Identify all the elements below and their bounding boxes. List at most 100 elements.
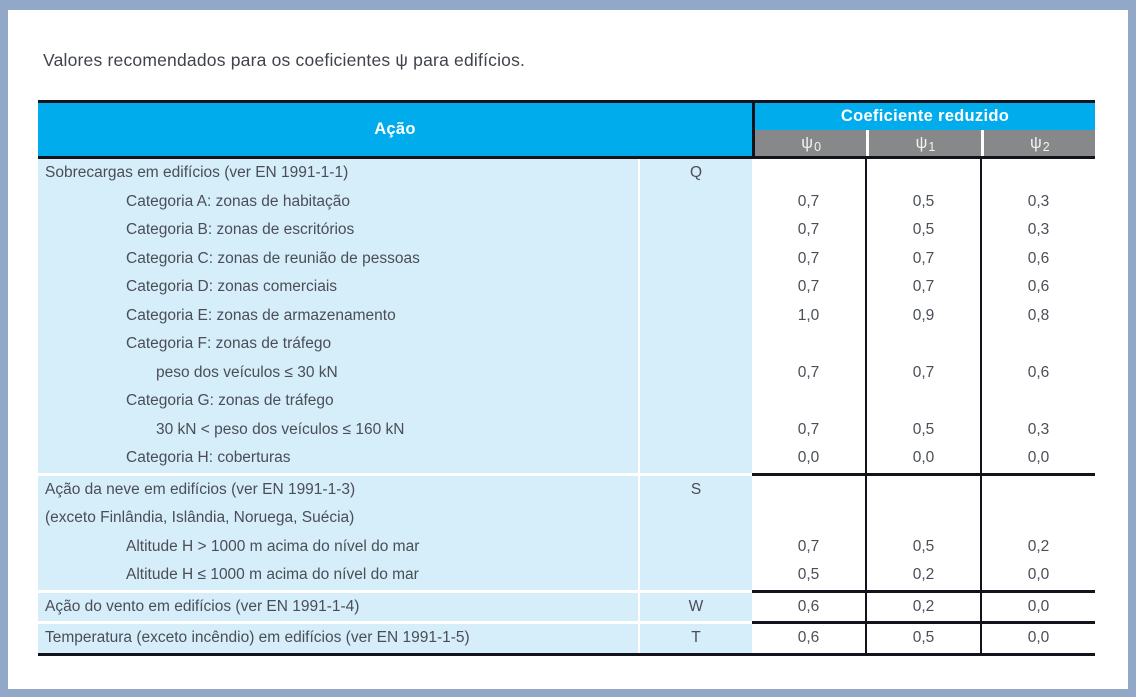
table-row: Categoria G: zonas de tráfego	[38, 387, 1095, 416]
psi0-value-cell: 1,0	[752, 301, 865, 330]
psi1-value-cell: 0,5	[865, 532, 980, 561]
symbol-cell	[640, 273, 752, 302]
psi0-value-cell: 0,7	[752, 273, 865, 302]
psi2-value-cell	[980, 475, 1095, 504]
psi0-value-cell: 0,7	[752, 415, 865, 444]
symbol-cell: T	[640, 624, 752, 653]
psi0-value-cell: 0,7	[752, 532, 865, 561]
symbol-cell	[640, 244, 752, 273]
psi1-value-cell	[865, 475, 980, 504]
psi2-value-cell: 0,0	[980, 624, 1095, 653]
psi0-value-cell: 0,7	[752, 358, 865, 387]
psi1-value-cell	[865, 504, 980, 533]
psi1-value-cell: 0,2	[865, 561, 980, 590]
section-divider-left	[38, 589, 752, 593]
table-row: Ação do vento em edifícios (ver EN 1991-…	[38, 592, 1095, 621]
action-label: (exceto Finlândia, Islândia, Noruega, Su…	[38, 504, 640, 533]
psi1-value-cell: 0,5	[865, 624, 980, 653]
table-row: Altitude H > 1000 m acima do nível do ma…	[38, 532, 1095, 561]
psi2-value-cell	[980, 387, 1095, 416]
action-label: Categoria D: zonas comerciais	[38, 273, 640, 302]
reduced-coefficient-header: Coeficiente reduzido	[755, 103, 1095, 130]
symbol-cell	[640, 358, 752, 387]
psi2-value-cell: 0,6	[980, 273, 1095, 302]
psi1-value-cell: 0,0	[865, 444, 980, 473]
symbol-cell	[640, 561, 752, 590]
table-row: Categoria F: zonas de tráfego	[38, 330, 1095, 359]
psi0-value-cell	[752, 159, 865, 188]
action-label: Categoria H: coberturas	[38, 444, 640, 473]
symbol-cell: W	[640, 592, 752, 621]
psi1-value-cell: 0,2	[865, 592, 980, 621]
psi2-value-cell: 0,2	[980, 532, 1095, 561]
psi0-value-cell: 0,6	[752, 592, 865, 621]
section-divider-right	[752, 621, 1095, 624]
symbol-cell	[640, 330, 752, 359]
psi2-symbol: ψ	[1029, 133, 1042, 152]
table-row: Altitude H ≤ 1000 m acima do nível do ma…	[38, 561, 1095, 590]
psi0-symbol: ψ	[801, 133, 814, 152]
psi2-value-cell: 0,0	[980, 444, 1095, 473]
section-divider	[38, 472, 1095, 476]
table-body: Sobrecargas em edifícios (ver EN 1991-1-…	[38, 159, 1095, 656]
psi1-value-cell	[865, 330, 980, 359]
psi2-value-cell: 0,3	[980, 216, 1095, 245]
action-label: Categoria B: zonas de escritórios	[38, 216, 640, 245]
psi2-value-cell: 0,6	[980, 358, 1095, 387]
psi2-value-cell: 0,0	[980, 592, 1095, 621]
psi0-value-cell: 0,7	[752, 216, 865, 245]
psi2-value-cell: 0,3	[980, 415, 1095, 444]
section-divider	[38, 621, 1095, 624]
psi0-value-cell: 0,5	[752, 561, 865, 590]
action-label: Categoria C: zonas de reunião de pessoas	[38, 244, 640, 273]
action-label: 30 kN < peso dos veículos ≤ 160 kN	[38, 415, 640, 444]
psi1-value-cell: 0,7	[865, 358, 980, 387]
psi2-value-cell	[980, 159, 1095, 188]
psi1-value-cell: 0,5	[865, 415, 980, 444]
action-label: peso dos veículos ≤ 30 kN	[38, 358, 640, 387]
symbol-cell	[640, 387, 752, 416]
table-row: Temperatura (exceto incêndio) em edifíci…	[38, 624, 1095, 653]
action-label: Altitude H > 1000 m acima do nível do ma…	[38, 532, 640, 561]
table-row: (exceto Finlândia, Islândia, Noruega, Su…	[38, 504, 1095, 533]
table-row: Categoria A: zonas de habitação 0,7 0,5 …	[38, 187, 1095, 216]
symbol-cell	[640, 444, 752, 473]
symbol-cell	[640, 415, 752, 444]
psi1-symbol: ψ	[915, 133, 928, 152]
psi1-value-cell: 0,5	[865, 216, 980, 245]
symbol-cell: Q	[640, 159, 752, 188]
psi1-value-cell: 0,5	[865, 187, 980, 216]
section-divider-left	[38, 472, 752, 476]
table-row: Categoria C: zonas de reunião de pessoas…	[38, 244, 1095, 273]
psi1-value-cell	[865, 387, 980, 416]
psi2-value-cell: 0,3	[980, 187, 1095, 216]
psi0-value-cell: 0,7	[752, 244, 865, 273]
psi0-value-cell	[752, 387, 865, 416]
table-row: Categoria E: zonas de armazenamento 1,0 …	[38, 301, 1095, 330]
psi0-value-cell	[752, 330, 865, 359]
psi2-value-cell: 0,6	[980, 244, 1095, 273]
psi1-subscript: 1	[928, 139, 936, 154]
psi0-subscript: 0	[814, 139, 822, 154]
section-divider-left	[38, 621, 752, 624]
psi0-value-cell	[752, 504, 865, 533]
symbol-cell	[640, 504, 752, 533]
table-row: peso dos veículos ≤ 30 kN 0,7 0,7 0,6	[38, 358, 1095, 387]
symbol-cell	[640, 532, 752, 561]
symbol-cell: S	[640, 475, 752, 504]
psi0-value-cell	[752, 475, 865, 504]
action-label: Ação da neve em edifícios (ver EN 1991-1…	[38, 475, 640, 504]
psi2-value-cell	[980, 504, 1095, 533]
symbol-cell	[640, 187, 752, 216]
psi0-value-cell: 0,0	[752, 444, 865, 473]
section-divider	[38, 589, 1095, 593]
psi1-value-cell: 0,7	[865, 273, 980, 302]
